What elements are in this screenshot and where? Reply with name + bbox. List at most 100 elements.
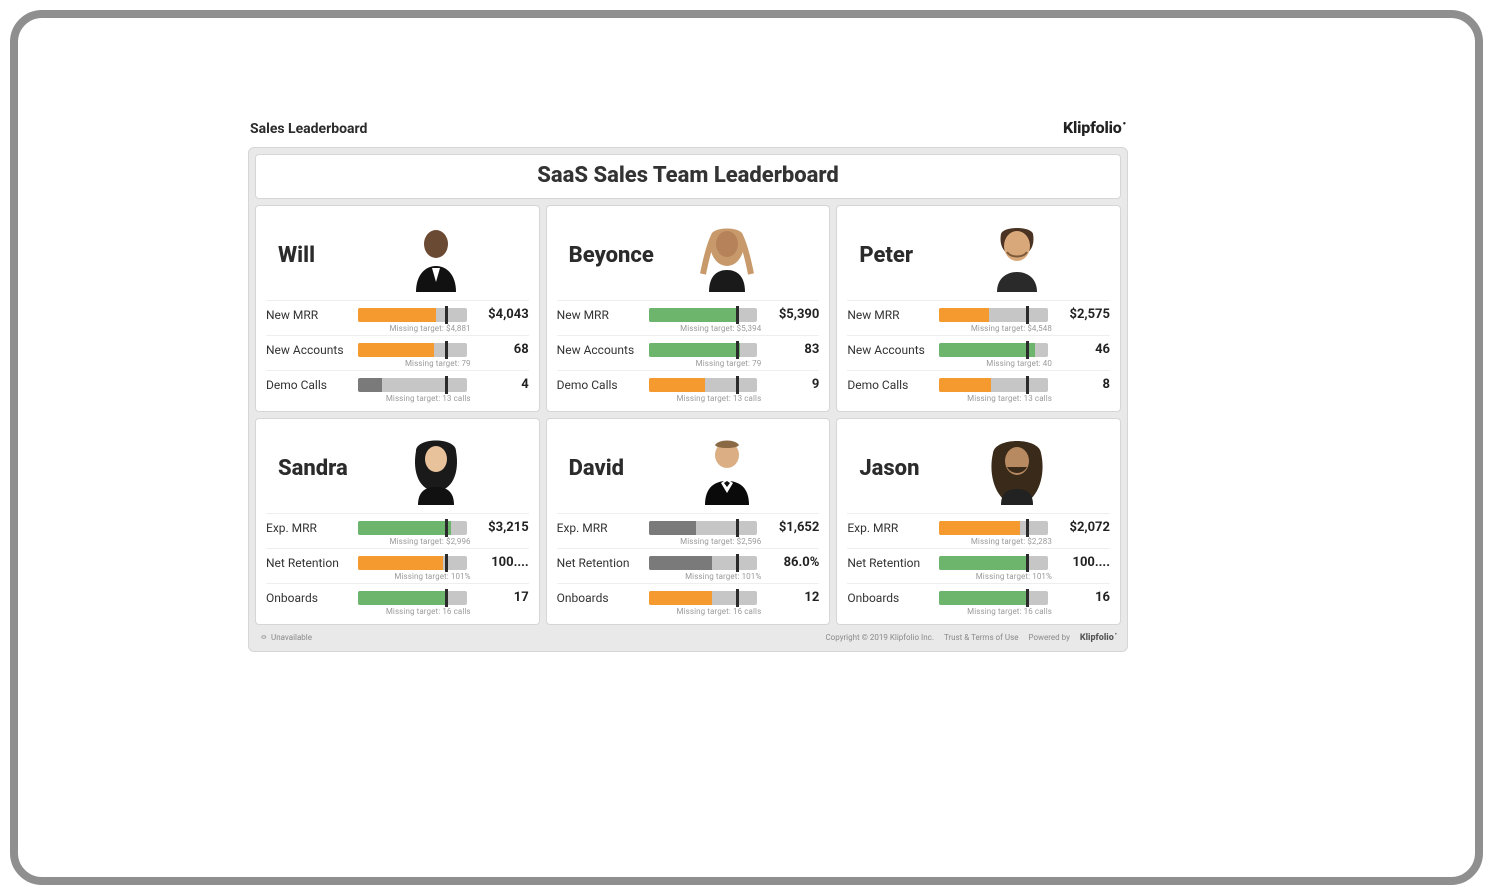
leaderboard-card: DavidExp. MRR$1,652Missing target: $2,59… [546, 418, 831, 625]
metric-subtext: Missing target: $4,548 [847, 324, 1110, 333]
avatar [977, 431, 1057, 505]
metric-label: Demo Calls [557, 378, 643, 392]
metric-subtext: Missing target: $4,881 [266, 324, 529, 333]
metric-bar [649, 556, 758, 570]
metric-value: 83 [763, 342, 819, 357]
metric-bar [939, 521, 1048, 535]
metric-row: New MRR $4,043 Missing target: $4,881 [266, 300, 529, 335]
metric-value: 12 [763, 590, 819, 605]
dashboard-canvas: Sales Leaderboard Klipfolio SaaS Sales T… [248, 118, 1128, 652]
card-header: Peter [847, 214, 1110, 300]
metric-bar [649, 521, 758, 535]
person-name: Jason [859, 456, 959, 481]
footer-terms[interactable]: Trust & Terms of Use [944, 633, 1019, 642]
metric-value: 8 [1054, 377, 1110, 392]
metric-row: New Accounts46Missing target: 40 [847, 335, 1110, 370]
metric-bar-fill [939, 378, 991, 392]
metric-bar [649, 308, 758, 322]
metric-label: Onboards [847, 591, 933, 605]
card-header: Will [266, 214, 529, 300]
target-marker [736, 554, 739, 572]
metric-row: Onboards 12 Missing target: 16 calls [557, 583, 820, 618]
metric-bar [939, 308, 1048, 322]
metric-value: 9 [763, 377, 819, 392]
person-name: David [569, 456, 669, 481]
metric-bar [939, 556, 1048, 570]
metric-label: Net Retention [266, 556, 352, 570]
metric-bar [939, 591, 1048, 605]
target-marker [445, 376, 448, 394]
card-header: Jason [847, 427, 1110, 513]
metric-row: Exp. MRR $2,072 Missing target: $2,283 [847, 513, 1110, 548]
metric-label: New MRR [266, 308, 352, 322]
metric-label: Onboards [557, 591, 643, 605]
metric-bar [358, 378, 467, 392]
card-header: David [557, 427, 820, 513]
metric-bar [358, 521, 467, 535]
target-marker [1026, 376, 1029, 394]
target-marker [445, 306, 448, 324]
page-header: Sales Leaderboard Klipfolio [248, 118, 1128, 147]
metric-value: $2,072 [1054, 520, 1110, 535]
target-marker [736, 341, 739, 359]
metric-subtext: Missing target: 16 calls [266, 607, 529, 616]
metric-bar-fill [358, 556, 443, 570]
metric-bar [358, 591, 467, 605]
metric-subtext: Missing target: $2,283 [847, 537, 1110, 546]
metric-row: Exp. MRR$3,215Missing target: $2,996 [266, 513, 529, 548]
metric-bar-fill [939, 343, 1035, 357]
metric-value: $4,043 [473, 307, 529, 322]
person-name: Sandra [278, 456, 378, 481]
avatar [396, 431, 476, 505]
avatar [396, 218, 476, 292]
metric-label: New Accounts [266, 343, 352, 357]
metric-bar [358, 556, 467, 570]
metric-subtext: Missing target: 101% [847, 572, 1110, 581]
metric-value: 100.... [1054, 555, 1110, 570]
person-name: Will [278, 243, 378, 268]
metric-value: 68 [473, 342, 529, 357]
metric-value: 4 [473, 377, 529, 392]
avatar [977, 218, 1057, 292]
leaderboard-grid: WillNew MRR$4,043Missing target: $4,881N… [255, 205, 1121, 625]
metric-label: Exp. MRR [847, 521, 933, 535]
link-icon [259, 633, 267, 641]
metric-bar-fill [358, 521, 451, 535]
metric-bar-fill [649, 343, 740, 357]
metric-subtext: Missing target: 101% [266, 572, 529, 581]
metric-label: New Accounts [847, 343, 933, 357]
footer-brand: Klipfolio [1080, 631, 1117, 643]
metric-row: New Accounts83Missing target: 79 [557, 335, 820, 370]
leaderboard-card: Jason Exp. MRR $2,072 Missing target: $2,28… [836, 418, 1121, 625]
avatar [687, 431, 767, 505]
metric-bar-fill [649, 521, 697, 535]
metric-subtext: Missing target: 13 calls [266, 394, 529, 403]
metric-label: Exp. MRR [557, 521, 643, 535]
metric-row: Exp. MRR$1,652Missing target: $2,596 [557, 513, 820, 548]
target-marker [1026, 589, 1029, 607]
metric-label: Net Retention [847, 556, 933, 570]
metric-bar-fill [939, 591, 1026, 605]
metric-bar-fill [939, 521, 1019, 535]
metric-bar [649, 343, 758, 357]
person-name: Beyonce [569, 243, 669, 268]
metric-subtext: Missing target: $2,996 [266, 537, 529, 546]
metric-label: Net Retention [557, 556, 643, 570]
metric-value: $1,652 [763, 520, 819, 535]
card-header: Beyonce [557, 214, 820, 300]
leaderboard-card: BeyonceNew MRR$5,390Missing target: $5,3… [546, 205, 831, 412]
metric-subtext: Missing target: 79 [266, 359, 529, 368]
metric-row: New MRR$2,575Missing target: $4,548 [847, 300, 1110, 335]
metric-subtext: Missing target: 101% [557, 572, 820, 581]
metric-subtext: Missing target: 79 [557, 359, 820, 368]
metric-subtext: Missing target: 16 calls [557, 607, 820, 616]
metric-row: Onboards16Missing target: 16 calls [847, 583, 1110, 618]
metric-bar-fill [649, 308, 738, 322]
metric-value: $2,575 [1054, 307, 1110, 322]
metric-row: Onboards17Missing target: 16 calls [266, 583, 529, 618]
metric-row: Net Retention 100.... Missing target: 101% [847, 548, 1110, 583]
metric-subtext: Missing target: $5,394 [557, 324, 820, 333]
metric-subtext: Missing target: 13 calls [847, 394, 1110, 403]
metric-row: Net Retention100....Missing target: 101% [266, 548, 529, 583]
metric-bar [939, 343, 1048, 357]
